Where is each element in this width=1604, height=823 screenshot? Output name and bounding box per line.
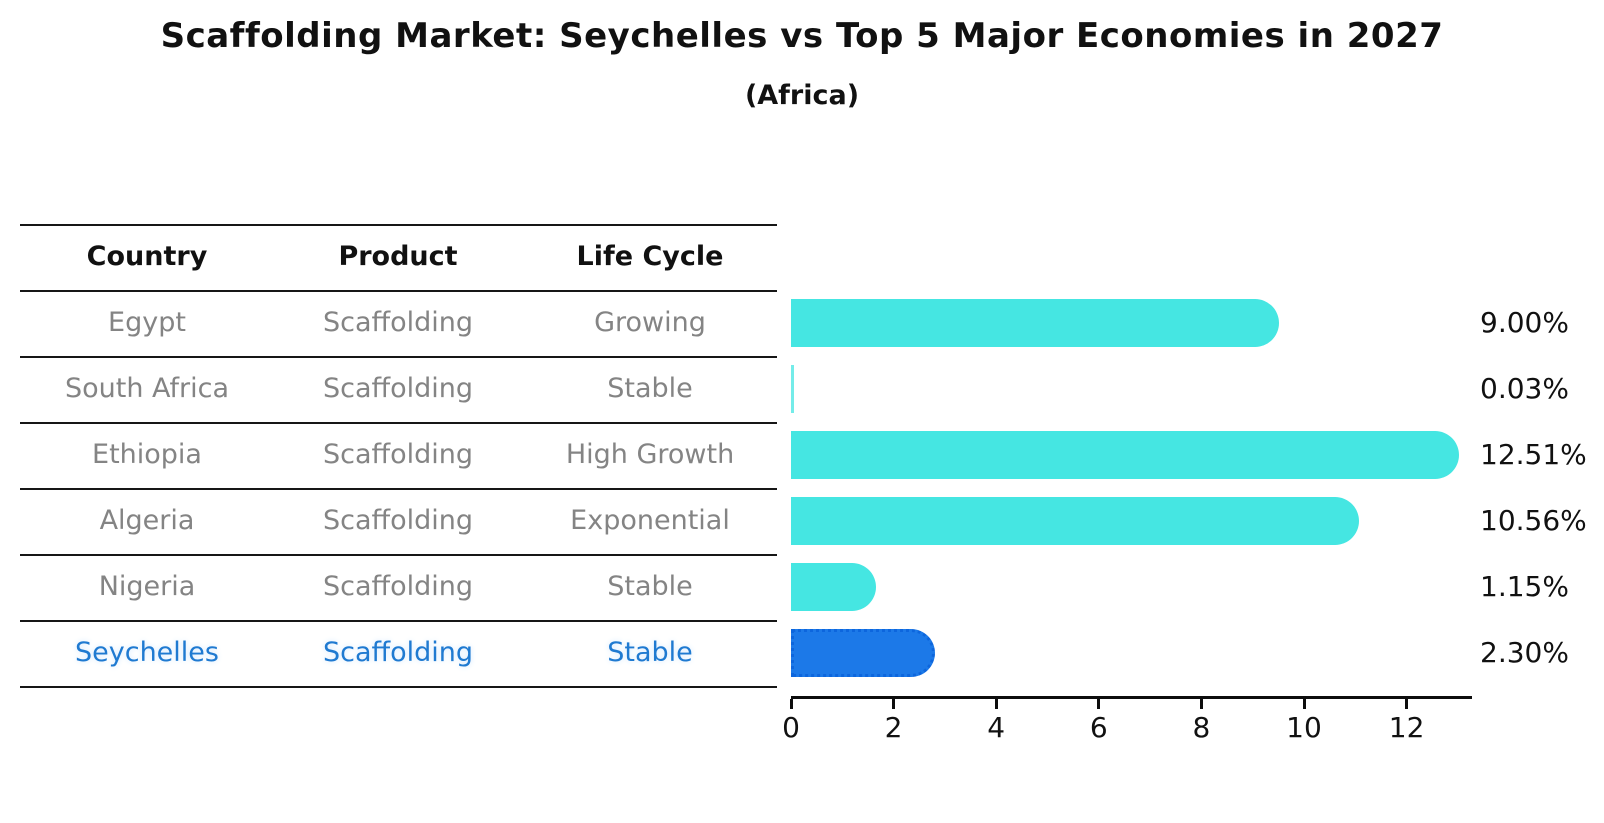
table-cell-life_cycle: High Growth	[565, 439, 735, 470]
table-cell-country: Egypt	[108, 307, 186, 338]
x-axis-tick-label: 6	[1089, 711, 1108, 744]
table-cell-product: Scaffolding	[322, 373, 474, 404]
x-axis-tick-label: 2	[884, 711, 903, 744]
bar-seychelles	[791, 629, 935, 677]
table-cell-product: Scaffolding	[322, 307, 474, 338]
table-rule-line	[20, 488, 777, 490]
x-axis-tick-mark	[892, 699, 896, 709]
table-cell-country: Algeria	[99, 505, 195, 536]
bar-ethiopia	[791, 431, 1459, 479]
table-cell-product: Scaffolding	[322, 571, 474, 602]
table-rule-line	[20, 422, 777, 424]
bar-value-label: 2.30%	[1480, 636, 1569, 669]
bar-value-label: 12.51%	[1480, 438, 1587, 471]
x-axis-tick-label: 10	[1286, 711, 1322, 744]
x-axis-tick-mark	[789, 699, 793, 709]
table-cell-country: South Africa	[64, 373, 230, 404]
x-axis-tick-mark	[1097, 699, 1101, 709]
table-header-life_cycle: Life Cycle	[576, 241, 724, 272]
table-cell-life_cycle: Growing	[594, 307, 706, 338]
bar-value-label: 1.15%	[1480, 570, 1569, 603]
table-cell-country: Seychelles	[75, 637, 219, 668]
chart-subtitle: (Africa)	[744, 80, 860, 111]
x-axis-line	[791, 696, 1472, 699]
x-axis-tick-mark	[1405, 699, 1409, 709]
table-rule-line	[20, 356, 777, 358]
table-cell-life_cycle: Exponential	[570, 505, 730, 536]
table-rule-line	[20, 554, 777, 556]
table-cell-product: Scaffolding	[322, 505, 474, 536]
table-rule-line	[20, 224, 777, 226]
x-axis-tick-label: 4	[987, 711, 1006, 744]
table-rule-line	[20, 686, 777, 688]
x-axis-tick-mark	[1302, 699, 1306, 709]
x-axis-tick-mark	[994, 699, 998, 709]
table-cell-life_cycle: Stable	[607, 571, 693, 602]
bar-value-label: 0.03%	[1480, 372, 1569, 405]
bar-nigeria	[791, 563, 876, 611]
bar-egypt	[791, 299, 1279, 347]
x-axis-tick-label: 12	[1388, 711, 1425, 744]
bar-value-label: 10.56%	[1480, 504, 1587, 537]
bar-algeria	[791, 497, 1359, 545]
bar-value-label: 9.00%	[1480, 306, 1569, 339]
table-cell-product: Scaffolding	[322, 637, 474, 668]
bar-south-africa	[791, 365, 794, 413]
table-rule-line	[20, 290, 777, 292]
table-cell-life_cycle: Stable	[607, 373, 693, 404]
chart-title: Scaffolding Market: Seychelles vs Top 5 …	[160, 16, 1444, 56]
table-cell-product: Scaffolding	[322, 439, 474, 470]
table-header-product: Product	[338, 241, 458, 272]
x-axis-tick-label: 0	[782, 711, 800, 744]
table-cell-country: Nigeria	[98, 571, 196, 602]
x-axis-tick-mark	[1199, 699, 1203, 709]
table-header-country: Country	[86, 241, 208, 272]
x-axis-tick-label: 8	[1192, 711, 1211, 744]
table-rule-line	[20, 620, 777, 622]
table-cell-country: Ethiopia	[92, 439, 202, 470]
table-cell-life_cycle: Stable	[607, 637, 693, 668]
